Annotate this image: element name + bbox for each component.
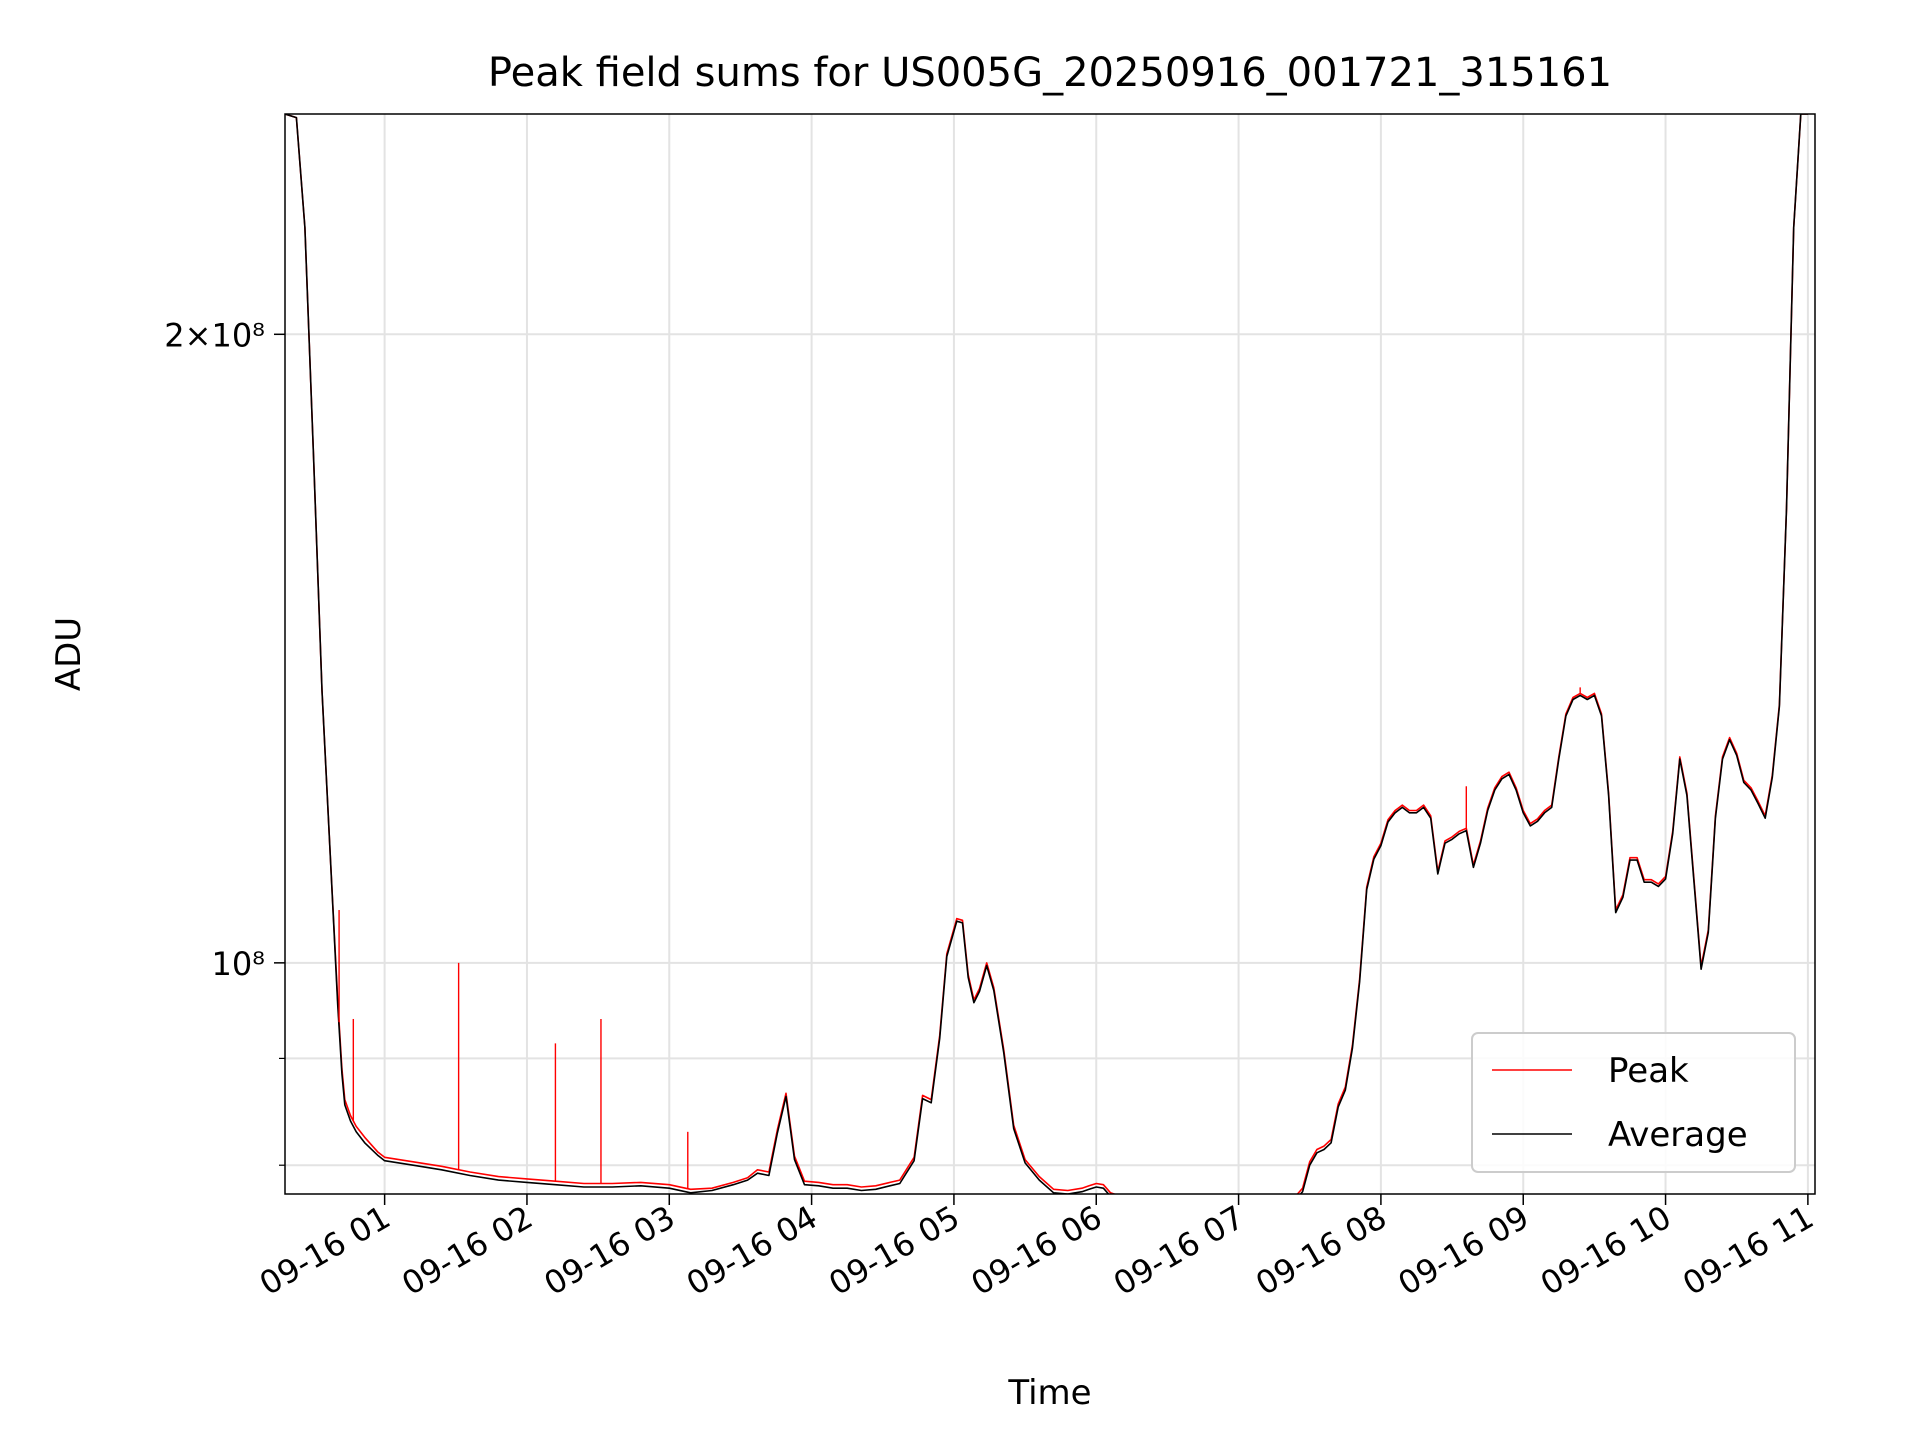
y-axis-label: ADU xyxy=(49,617,89,691)
x-tick-label: 09-16 03 xyxy=(538,1198,682,1303)
legend-label-average: Average xyxy=(1608,1115,1748,1155)
chart-title: Peak field sums for US005G_20250916_0017… xyxy=(488,50,1612,96)
x-tick-label: 09-16 09 xyxy=(1392,1198,1536,1303)
plot-frame xyxy=(284,113,1816,1195)
x-tick-label: 09-16 01 xyxy=(253,1198,397,1303)
x-tick-label: 09-16 05 xyxy=(822,1198,966,1303)
x-tick-label: 09-16 08 xyxy=(1249,1198,1393,1303)
legend: Peak Average xyxy=(1471,1032,1796,1173)
legend-box xyxy=(1471,1032,1796,1173)
series-layer xyxy=(285,114,1808,1194)
x-tick-label: 09-16 02 xyxy=(395,1198,539,1303)
x-tick-label: 09-16 07 xyxy=(1107,1198,1251,1303)
x-tick-label: 09-16 10 xyxy=(1534,1198,1678,1303)
y-tick-label: 2×10⁸ xyxy=(164,316,265,354)
x-tick-label: 09-16 06 xyxy=(965,1198,1109,1303)
x-tick-label: 09-16 11 xyxy=(1676,1198,1820,1303)
x-axis-label: Time xyxy=(1007,1373,1091,1413)
y-tick-label: 10⁸ xyxy=(211,945,265,983)
x-tick-label: 09-16 04 xyxy=(680,1198,824,1303)
series-line-average xyxy=(285,114,1808,1194)
legend-label-peak: Peak xyxy=(1608,1051,1689,1091)
